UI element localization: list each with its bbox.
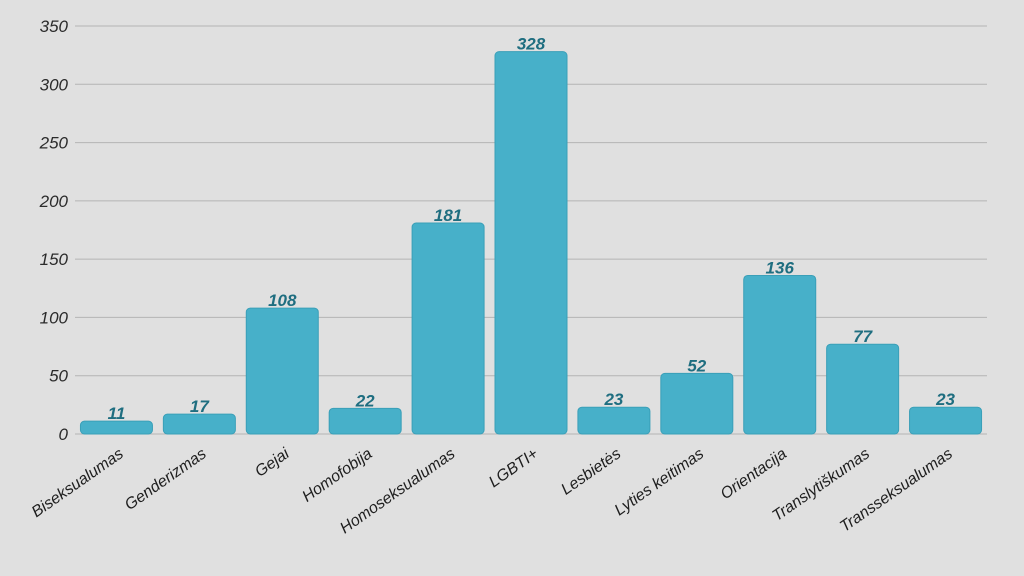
data-label: 22 — [355, 391, 375, 410]
x-category-label: Lesbietės — [558, 445, 624, 498]
data-label: 23 — [935, 390, 955, 409]
data-label: 23 — [603, 390, 623, 409]
x-category-label: Genderizmas — [122, 445, 210, 514]
bar-orientacija — [743, 274, 817, 435]
data-label: 11 — [108, 404, 126, 423]
x-category-label: Gejai — [252, 445, 293, 481]
y-tick-label: 50 — [49, 367, 68, 386]
data-labels: 11 17 108 22 181 328 23 52 136 77 23 — [108, 35, 956, 424]
y-tick-label: 0 — [59, 425, 69, 444]
data-label: 328 — [517, 35, 546, 54]
y-tick-label: 150 — [40, 250, 69, 269]
bar-gejai — [245, 307, 319, 435]
x-category-label: LGBTI+ — [486, 445, 541, 491]
bar-genderizmas — [162, 413, 236, 435]
y-tick-label: 350 — [40, 17, 69, 36]
data-label: 181 — [434, 206, 462, 225]
bar-lyties keitimas — [660, 372, 734, 435]
data-label: 17 — [190, 397, 210, 416]
x-category-label: Lyties keitimas — [612, 445, 707, 519]
data-label: 52 — [687, 356, 706, 375]
bar-lgbti+ — [494, 51, 568, 435]
data-label: 136 — [766, 258, 795, 277]
data-label: 77 — [853, 327, 873, 346]
bar-lesbietės — [577, 406, 651, 435]
x-category-label: Biseksualumas — [29, 445, 127, 521]
x-category-label: Orientacija — [718, 445, 790, 503]
y-axis-ticks: 0 50 100 150 200 250 300 350 — [39, 17, 69, 444]
y-tick-label: 250 — [39, 134, 69, 153]
y-tick-label: 100 — [40, 308, 69, 327]
y-tick-label: 200 — [39, 192, 69, 211]
y-tick-label: 300 — [40, 75, 69, 94]
data-label: 108 — [268, 291, 297, 310]
x-category-label: Homofobija — [299, 445, 375, 505]
bars — [79, 51, 983, 435]
bar-homoseksualumas — [411, 222, 485, 435]
bar-homofobija — [328, 407, 402, 435]
bar-biseksualumas — [79, 420, 153, 435]
bar-transseksualumas — [909, 406, 983, 435]
bar-translytiškumas — [826, 343, 900, 435]
